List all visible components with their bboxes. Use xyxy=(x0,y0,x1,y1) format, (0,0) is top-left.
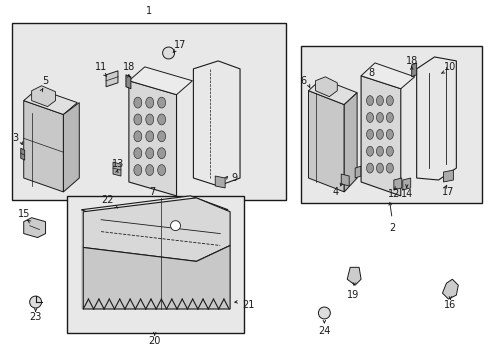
Polygon shape xyxy=(442,279,457,299)
Text: 12: 12 xyxy=(387,189,399,199)
Ellipse shape xyxy=(386,163,392,173)
Ellipse shape xyxy=(386,129,392,139)
Ellipse shape xyxy=(157,165,165,176)
Polygon shape xyxy=(315,77,337,96)
Polygon shape xyxy=(83,246,230,309)
Text: 5: 5 xyxy=(42,76,49,86)
Text: 2: 2 xyxy=(389,222,395,233)
Text: 14: 14 xyxy=(400,189,412,199)
Text: 8: 8 xyxy=(367,68,373,78)
Polygon shape xyxy=(24,218,45,238)
Circle shape xyxy=(318,307,330,319)
Polygon shape xyxy=(129,81,176,196)
Ellipse shape xyxy=(376,163,383,173)
Circle shape xyxy=(170,221,180,231)
Ellipse shape xyxy=(157,131,165,142)
Text: 23: 23 xyxy=(29,312,42,322)
Ellipse shape xyxy=(376,146,383,156)
Text: 16: 16 xyxy=(444,300,456,310)
Text: 15: 15 xyxy=(18,209,30,219)
Text: 7: 7 xyxy=(149,187,156,197)
Text: 22: 22 xyxy=(101,195,113,205)
Text: 11: 11 xyxy=(95,62,107,72)
Ellipse shape xyxy=(157,97,165,108)
Polygon shape xyxy=(126,75,131,89)
Text: 9: 9 xyxy=(230,173,237,183)
Polygon shape xyxy=(129,67,192,95)
Ellipse shape xyxy=(366,129,373,139)
Ellipse shape xyxy=(145,148,153,159)
Ellipse shape xyxy=(134,97,142,108)
Polygon shape xyxy=(193,61,240,186)
Polygon shape xyxy=(354,166,360,178)
Ellipse shape xyxy=(376,113,383,122)
Polygon shape xyxy=(63,103,79,192)
Text: 10: 10 xyxy=(444,62,456,72)
Ellipse shape xyxy=(134,165,142,176)
Polygon shape xyxy=(308,79,356,105)
Bar xyxy=(300,46,481,203)
Ellipse shape xyxy=(157,114,165,125)
Ellipse shape xyxy=(366,96,373,105)
Text: 3: 3 xyxy=(13,133,19,143)
Polygon shape xyxy=(20,148,25,160)
Text: 13: 13 xyxy=(112,159,124,169)
Polygon shape xyxy=(81,243,228,309)
Ellipse shape xyxy=(157,148,165,159)
Polygon shape xyxy=(81,196,228,257)
Ellipse shape xyxy=(366,113,373,122)
Ellipse shape xyxy=(145,114,153,125)
Ellipse shape xyxy=(386,96,392,105)
Circle shape xyxy=(30,296,41,308)
Ellipse shape xyxy=(376,129,383,139)
Polygon shape xyxy=(416,57,455,180)
Bar xyxy=(12,23,285,200)
Ellipse shape xyxy=(386,113,392,122)
Ellipse shape xyxy=(145,165,153,176)
Text: 1: 1 xyxy=(145,6,151,16)
Text: 20: 20 xyxy=(148,336,161,346)
Polygon shape xyxy=(24,100,63,192)
Ellipse shape xyxy=(366,146,373,156)
Polygon shape xyxy=(106,71,118,87)
Text: 24: 24 xyxy=(318,326,330,336)
Polygon shape xyxy=(346,267,360,285)
Polygon shape xyxy=(113,162,121,176)
Ellipse shape xyxy=(134,148,142,159)
Text: 18: 18 xyxy=(405,56,417,66)
Text: 18: 18 xyxy=(122,62,135,72)
Polygon shape xyxy=(344,93,356,192)
Text: 19: 19 xyxy=(346,290,359,300)
Ellipse shape xyxy=(366,163,373,173)
Polygon shape xyxy=(308,91,344,192)
Polygon shape xyxy=(215,176,224,188)
Text: 17: 17 xyxy=(174,40,186,50)
Polygon shape xyxy=(83,198,230,261)
Polygon shape xyxy=(411,63,416,77)
Ellipse shape xyxy=(145,97,153,108)
Ellipse shape xyxy=(145,131,153,142)
Text: 4: 4 xyxy=(331,187,338,197)
Polygon shape xyxy=(32,86,55,107)
Polygon shape xyxy=(341,174,348,186)
Polygon shape xyxy=(360,63,414,89)
Text: 17: 17 xyxy=(441,187,454,197)
Polygon shape xyxy=(360,76,400,196)
Ellipse shape xyxy=(376,96,383,105)
Circle shape xyxy=(163,47,174,59)
Text: 21: 21 xyxy=(241,300,254,310)
Bar xyxy=(67,196,244,333)
Ellipse shape xyxy=(134,131,142,142)
Polygon shape xyxy=(443,170,452,182)
Polygon shape xyxy=(24,89,77,114)
Ellipse shape xyxy=(134,114,142,125)
Ellipse shape xyxy=(386,146,392,156)
Polygon shape xyxy=(81,196,228,224)
Polygon shape xyxy=(402,178,410,190)
Text: 6: 6 xyxy=(300,76,306,86)
Polygon shape xyxy=(393,178,401,190)
